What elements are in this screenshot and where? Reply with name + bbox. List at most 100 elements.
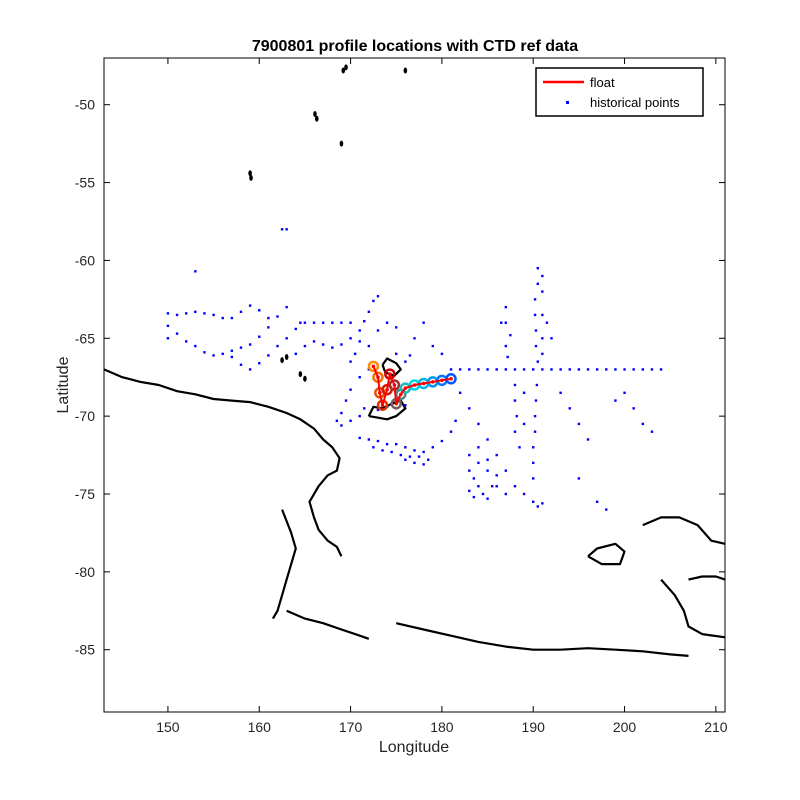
historical-point xyxy=(468,489,471,493)
historical-point xyxy=(175,313,179,317)
legend-box xyxy=(535,67,704,117)
historical-point xyxy=(533,313,537,317)
historical-point xyxy=(468,469,471,472)
historical-point xyxy=(230,316,234,320)
historical-point xyxy=(541,290,544,293)
historical-point xyxy=(477,446,480,449)
plot-border xyxy=(103,57,726,713)
historical-point xyxy=(515,414,518,418)
historical-point xyxy=(422,321,425,324)
historical-point xyxy=(533,430,537,433)
historical-point xyxy=(285,337,288,340)
float-track-layer xyxy=(367,360,457,411)
historical-point xyxy=(504,321,508,324)
historical-point xyxy=(577,422,581,426)
historical-point xyxy=(376,329,380,332)
float-profile-marker xyxy=(367,360,380,373)
historical-point xyxy=(522,368,526,371)
historical-point xyxy=(239,310,243,314)
historical-point xyxy=(312,340,316,343)
historical-point xyxy=(545,321,549,324)
historical-point xyxy=(586,368,590,371)
y-axis-label: Latitude xyxy=(55,356,72,413)
historical-point xyxy=(395,352,398,356)
historical-point xyxy=(504,344,508,348)
x-tick-label: 210 xyxy=(704,719,728,735)
historical-point xyxy=(541,274,544,278)
historical-point xyxy=(294,327,297,331)
historical-point xyxy=(533,298,537,301)
historical-point xyxy=(390,450,393,454)
float-point xyxy=(403,386,408,390)
historical-points-layer xyxy=(166,228,663,511)
historical-point xyxy=(340,343,343,346)
historical-point xyxy=(349,360,352,363)
historical-point xyxy=(408,455,412,458)
historical-point xyxy=(486,497,489,500)
coastline-segment xyxy=(395,622,689,657)
historical-point xyxy=(495,474,498,477)
float-point xyxy=(412,383,417,387)
historical-point xyxy=(477,461,480,465)
historical-point xyxy=(468,407,471,410)
historical-point xyxy=(230,355,234,359)
historical-point xyxy=(431,446,434,449)
historical-point xyxy=(258,362,261,365)
historical-point xyxy=(395,442,398,446)
coastline-segment xyxy=(286,609,370,640)
historical-point xyxy=(408,354,412,357)
historical-point xyxy=(509,333,512,337)
historical-point xyxy=(614,399,617,402)
island-mark xyxy=(284,353,289,360)
island-mark xyxy=(249,174,253,181)
historical-point xyxy=(335,419,339,423)
historical-point xyxy=(299,321,302,324)
historical-point xyxy=(312,321,316,324)
historical-point xyxy=(367,344,371,348)
float-point xyxy=(371,364,376,369)
x-tick-label: 160 xyxy=(248,719,272,735)
historical-point xyxy=(239,363,243,366)
historical-point xyxy=(385,321,389,324)
historical-point xyxy=(248,343,252,346)
x-tick-label: 190 xyxy=(522,719,546,735)
historical-point xyxy=(477,485,480,488)
historical-point xyxy=(641,368,645,371)
historical-point xyxy=(431,344,434,348)
float-point xyxy=(449,376,453,381)
historical-point xyxy=(194,270,197,273)
historical-point xyxy=(532,500,535,503)
coastline-segment xyxy=(642,516,726,545)
historical-point xyxy=(559,391,562,394)
historical-point xyxy=(650,368,654,371)
historical-point xyxy=(166,324,170,328)
legend: float historical points xyxy=(535,67,704,117)
historical-point xyxy=(349,321,352,324)
historical-point xyxy=(506,355,509,359)
historical-point xyxy=(513,399,517,402)
historical-point xyxy=(303,344,307,348)
historical-point xyxy=(500,321,503,324)
float-point xyxy=(377,390,382,395)
historical-point xyxy=(267,354,270,357)
historical-point xyxy=(513,368,517,371)
historical-point xyxy=(513,485,517,488)
island-mark xyxy=(314,115,319,122)
chart-title: 7900801 profile locations with CTD ref d… xyxy=(252,38,578,55)
historical-point xyxy=(481,492,485,496)
historical-point xyxy=(276,344,279,348)
x-tick-label: 150 xyxy=(156,719,180,735)
y-tick-label: -75 xyxy=(75,486,95,502)
historical-point xyxy=(367,310,371,314)
island-mark xyxy=(344,64,348,71)
historical-point xyxy=(534,344,538,348)
historical-point xyxy=(203,351,206,354)
historical-point xyxy=(194,344,197,348)
historical-point xyxy=(495,368,498,371)
float-point xyxy=(430,380,435,384)
historical-point xyxy=(331,321,334,324)
island-mark xyxy=(341,67,346,74)
historical-point xyxy=(422,450,425,454)
historical-point xyxy=(568,368,571,371)
